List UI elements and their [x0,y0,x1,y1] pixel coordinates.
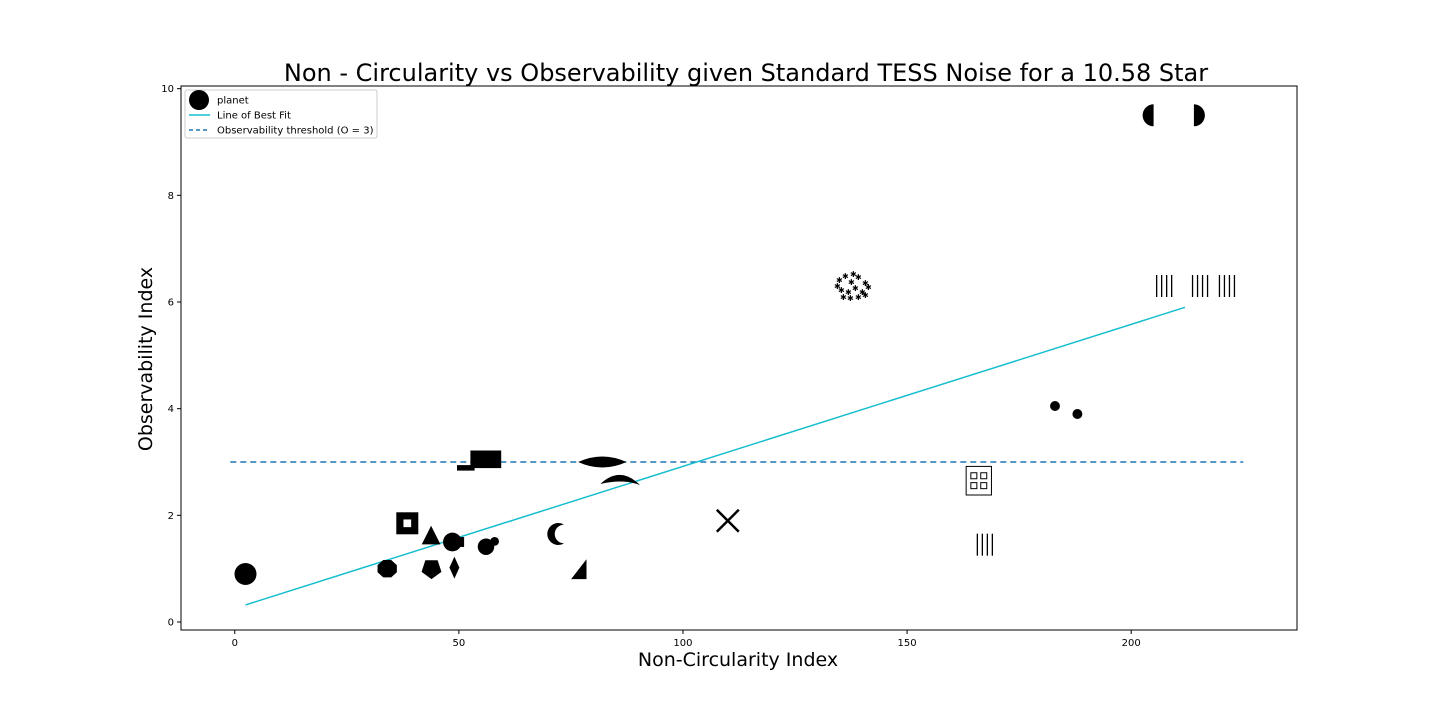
x-tick-label: 150 [898,638,917,649]
point-grid-frame-16 [965,465,992,496]
legend-planet-marker [189,90,209,110]
point-dot-18 [1050,401,1060,411]
svg-text:✱: ✱ [840,293,847,302]
plot-area: ✱ ✱✱✱✱✱ ✱ ✱ ✱✱✱ ✱ ✱ ✱✱✱ [230,104,1244,606]
svg-text:✱: ✱ [855,273,862,282]
point-octagon-1 [377,560,397,578]
point-rectangle-8 [470,450,502,469]
point-bars-17 [976,533,993,556]
best-fit-line [245,306,1186,606]
axes-frame [180,85,1298,631]
legend-label: Line of Best Fit [217,111,291,122]
y-axis-ticks: 0 2 4 6 8 10 [161,84,181,629]
legend-box [184,89,378,139]
point-bars-24 [1218,275,1236,297]
point-triangle-3 [421,525,441,545]
legend-label: Observability threshold (O = 3) [217,126,374,137]
x-axis-label: Non-Circularity Index [638,649,838,671]
point-crescent-10 [547,523,565,545]
svg-text:✱: ✱ [847,294,854,303]
point-wedge-11 [571,559,587,580]
y-tick-label: 2 [168,511,174,522]
svg-text:✱: ✱ [836,276,843,285]
svg-text:✱: ✱ [842,272,849,281]
point-circle-0 [234,563,257,585]
svg-text:✱: ✱ [850,270,857,279]
y-tick-label: 8 [168,191,174,202]
svg-text:✱: ✱ [848,278,855,287]
point-cross-14 [715,508,740,533]
legend: planet Line of Best Fit Observability thre… [184,89,378,139]
svg-text:✱: ✱ [862,291,869,300]
point-hook-13 [600,474,640,486]
svg-text:✱: ✱ [859,288,866,297]
svg-text:✱: ✱ [834,282,841,291]
svg-text:✱: ✱ [855,293,862,302]
point-right-half-disc-22 [1193,104,1205,127]
svg-text:✱: ✱ [838,286,845,295]
x-axis-ticks: 0 50 100 150 200 [232,630,1141,649]
point-bars-23 [1191,275,1209,297]
point-bars-21 [1156,275,1173,297]
point-lens-12 [578,456,627,468]
point-dot-19 [1072,409,1083,419]
y-tick-label: 0 [168,618,174,629]
point-pentagon-4 [421,560,442,580]
y-axis-label: Observability Index [135,267,157,451]
y-tick-label: 10 [161,84,174,95]
point-step-block-7 [457,465,475,471]
y-tick-label: 6 [168,298,174,309]
point-diamond-6 [449,556,460,579]
x-tick-label: 50 [453,638,466,649]
point-speckle-cluster-15: ✱ ✱✱✱✱✱ ✱ ✱ ✱✱✱ ✱ ✱ ✱✱✱ [834,270,872,303]
svg-text:✱: ✱ [865,283,872,292]
legend-label: planet [217,96,249,107]
svg-text:✱: ✱ [852,284,859,293]
x-tick-label: 0 [232,638,238,649]
x-tick-label: 200 [1122,638,1141,649]
y-tick-label: 4 [168,404,174,415]
point-circle-with-notch-5 [443,532,465,552]
point-square-frame-2 [396,512,419,535]
x-tick-label: 100 [673,638,692,649]
svg-text:✱: ✱ [862,279,869,288]
point-blob-pair-9 [477,537,499,555]
svg-text:✱: ✱ [845,288,852,297]
chart-title: Non - Circularity vs Observability given… [284,59,1208,87]
point-left-half-disc-20 [1142,104,1154,127]
